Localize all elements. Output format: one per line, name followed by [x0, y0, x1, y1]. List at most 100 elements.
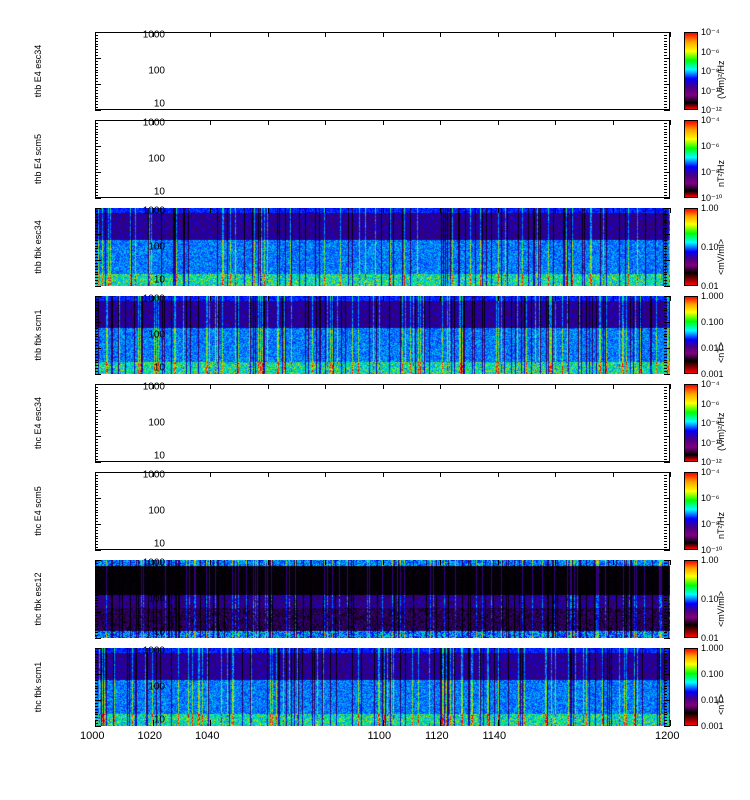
minor-tick-right-thc-fbk-scm1-23 — [664, 714, 667, 715]
colorbar-unit-thb-E4-scm5: nT²/Hz — [716, 160, 726, 187]
xtickmark-top-thc-fbk-esc12-1040 — [210, 560, 211, 565]
ylabel-thc-E4-scm5: thc E4 scm5 — [33, 481, 43, 541]
panel-thb-E4-scm5: 1000 100 10 — [95, 120, 670, 198]
minor-tick-thb-fbk-esc34-24 — [95, 277, 98, 278]
minor-tick-thc-E4-scm5-10 — [95, 501, 98, 502]
xtickmark-top-thb-fbk-scm1-1080 — [325, 296, 326, 301]
ytick-thb-fbk-esc34-0: 1000 — [143, 206, 165, 217]
minor-tick-right-thb-E4-scm5-2 — [664, 126, 667, 127]
minor-tick-thb-fbk-scm1-19 — [95, 351, 98, 352]
ytick-thb-E4-esc34-0: 1000 — [143, 30, 165, 41]
minor-tick-right-thc-E4-scm5-22 — [664, 536, 667, 537]
minor-tick-thb-E4-scm5-12 — [95, 155, 98, 156]
xtickmark-top-thc-fbk-esc12-1080 — [325, 560, 326, 565]
minor-tick-right-thb-fbk-esc34-1 — [664, 211, 667, 212]
minor-tick-right-thc-fbk-esc12-21 — [664, 621, 667, 622]
colorbar-unit-thc-E4-scm5: nT²/Hz — [716, 512, 726, 539]
xtickmark-top-thc-E4-esc34-1000 — [95, 384, 96, 389]
minor-tick-right-thc-E4-scm5-19 — [664, 527, 667, 528]
minor-tick-thc-fbk-esc12-14 — [95, 600, 98, 601]
minor-tick-right-thb-E4-esc34-1 — [664, 35, 667, 36]
minor-tick-right-thb-E4-scm5-12 — [664, 155, 667, 156]
colorbar-unit-thb-fbk-esc34: <mV/ml> — [716, 239, 726, 275]
xtickmark-top-thb-E4-esc34-1000 — [95, 32, 96, 37]
minor-tick-thc-E4-esc34-8 — [95, 407, 98, 408]
minor-tick-right-thb-fbk-scm1-4 — [664, 308, 667, 309]
colorbar-unit-thb-fbk-scm1: <nT> — [716, 342, 726, 363]
minor-tick-right-thb-E4-esc34-4 — [664, 44, 667, 45]
minor-tick-thb-E4-scm5-3 — [95, 129, 98, 130]
minor-tick-thb-E4-esc34-10 — [95, 61, 98, 62]
minor-tick-right-thc-E4-scm5-1 — [664, 475, 667, 476]
minor-tick-right-thc-fbk-esc12-3 — [664, 569, 667, 570]
ylabel-thb-fbk-scm1: thb fbk scm1 — [33, 305, 43, 365]
minor-tick-right-thb-fbk-esc34-26 — [664, 283, 667, 284]
minor-tick-thb-E4-esc34-23 — [95, 98, 98, 99]
minor-tick-right-thc-fbk-scm1-21 — [664, 709, 667, 710]
minor-tick-thc-fbk-esc12-15 — [95, 603, 98, 604]
minor-tick-thb-E4-scm5-8 — [95, 143, 98, 144]
minor-tick-thc-E4-scm5-20 — [95, 530, 98, 531]
minor-tick-right-thc-fbk-scm1-7 — [664, 668, 667, 669]
minor-tick-right-thc-fbk-esc12-5 — [664, 574, 667, 575]
minor-tick-right-thc-E4-esc34-1 — [664, 387, 667, 388]
minor-tick-thb-fbk-esc34-13 — [95, 246, 98, 247]
minor-tick-thb-E4-esc34-19 — [95, 87, 98, 88]
minor-tick-right-thc-E4-esc34-18 — [664, 436, 670, 437]
minor-tick-thb-E4-esc34-2 — [95, 38, 98, 39]
minor-tick-thb-fbk-esc34-22 — [95, 272, 98, 273]
ytick-thb-fbk-scm1-1: 100 — [148, 330, 165, 341]
minor-tick-right-thb-E4-esc34-26 — [664, 107, 667, 108]
minor-tick-right-thc-fbk-scm1-12 — [664, 683, 667, 684]
minor-tick-right-thb-E4-esc34-2 — [664, 38, 667, 39]
xtickmark-top-thc-E4-esc34-1140 — [498, 384, 499, 389]
minor-tick-right-thb-fbk-scm1-2 — [664, 302, 667, 303]
minor-tick-thb-E4-scm5-9 — [95, 146, 101, 147]
minor-tick-right-thc-E4-esc34-5 — [664, 398, 667, 399]
minor-tick-thb-fbk-scm1-8 — [95, 319, 98, 320]
xtickmark-top-thb-fbk-esc34-1160 — [555, 208, 556, 213]
ytick-thc-E4-esc34-1: 100 — [148, 418, 165, 429]
minor-tick-thc-fbk-scm1-16 — [95, 694, 98, 695]
minor-tick-right-thc-fbk-esc12-18 — [664, 612, 670, 613]
minor-tick-right-thc-E4-esc34-6 — [664, 401, 667, 402]
minor-tick-thb-fbk-esc34-3 — [95, 217, 98, 218]
minor-tick-right-thc-fbk-scm1-22 — [664, 712, 667, 713]
minor-tick-thb-fbk-esc34-2 — [95, 214, 98, 215]
minor-tick-right-thc-fbk-scm1-0 — [664, 648, 670, 649]
minor-tick-thb-fbk-scm1-21 — [95, 357, 98, 358]
minor-tick-thb-fbk-scm1-22 — [95, 360, 98, 361]
minor-tick-thb-E4-scm5-10 — [95, 149, 98, 150]
minor-tick-thb-fbk-esc34-23 — [95, 274, 98, 275]
minor-tick-right-thc-fbk-scm1-24 — [664, 717, 667, 718]
panel-thc-fbk-esc12: 1000 100 10 — [95, 560, 670, 638]
colorbar-tick-thb-E4-scm5-0: 10⁻⁴ — [701, 115, 720, 126]
minor-tick-thc-fbk-scm1-27 — [95, 726, 101, 727]
minor-tick-thb-E4-scm5-11 — [95, 152, 98, 153]
minor-tick-right-thb-fbk-esc34-20 — [664, 266, 667, 267]
minor-tick-thc-E4-esc34-19 — [95, 439, 98, 440]
minor-tick-right-thb-fbk-scm1-10 — [664, 325, 667, 326]
minor-tick-right-thc-fbk-scm1-20 — [664, 706, 667, 707]
minor-tick-thc-fbk-esc12-23 — [95, 626, 98, 627]
minor-tick-right-thc-E4-esc34-12 — [664, 419, 667, 420]
minor-tick-right-thc-fbk-scm1-5 — [664, 662, 667, 663]
minor-tick-right-thc-E4-esc34-15 — [664, 427, 667, 428]
minor-tick-right-thc-fbk-scm1-17 — [664, 697, 667, 698]
minor-tick-right-thc-E4-scm5-8 — [664, 495, 667, 496]
colorbar-tick-thc-fbk-scm1-3: 0.001 — [701, 721, 724, 731]
minor-tick-right-thb-fbk-scm1-21 — [664, 357, 667, 358]
xtickmark-top-thc-E4-scm5-1000 — [95, 472, 96, 477]
minor-tick-thc-fbk-esc12-13 — [95, 598, 98, 599]
minor-tick-right-thb-fbk-scm1-15 — [664, 339, 667, 340]
xtickmark-top-thc-fbk-esc12-1120 — [440, 560, 441, 565]
minor-tick-thc-E4-esc34-15 — [95, 427, 98, 428]
xtickmark-top-thb-fbk-esc34-1200 — [670, 208, 671, 213]
xtickmark-top-thb-fbk-esc34-1060 — [268, 208, 269, 213]
minor-tick-thc-E4-esc34-27 — [95, 462, 101, 463]
minor-tick-right-thc-E4-scm5-2 — [664, 478, 667, 479]
minor-tick-thb-E4-scm5-20 — [95, 178, 98, 179]
minor-tick-right-thb-fbk-esc34-13 — [664, 246, 667, 247]
minor-tick-right-thc-E4-esc34-19 — [664, 439, 667, 440]
ytick-thc-E4-scm5-2: 10 — [154, 538, 165, 549]
